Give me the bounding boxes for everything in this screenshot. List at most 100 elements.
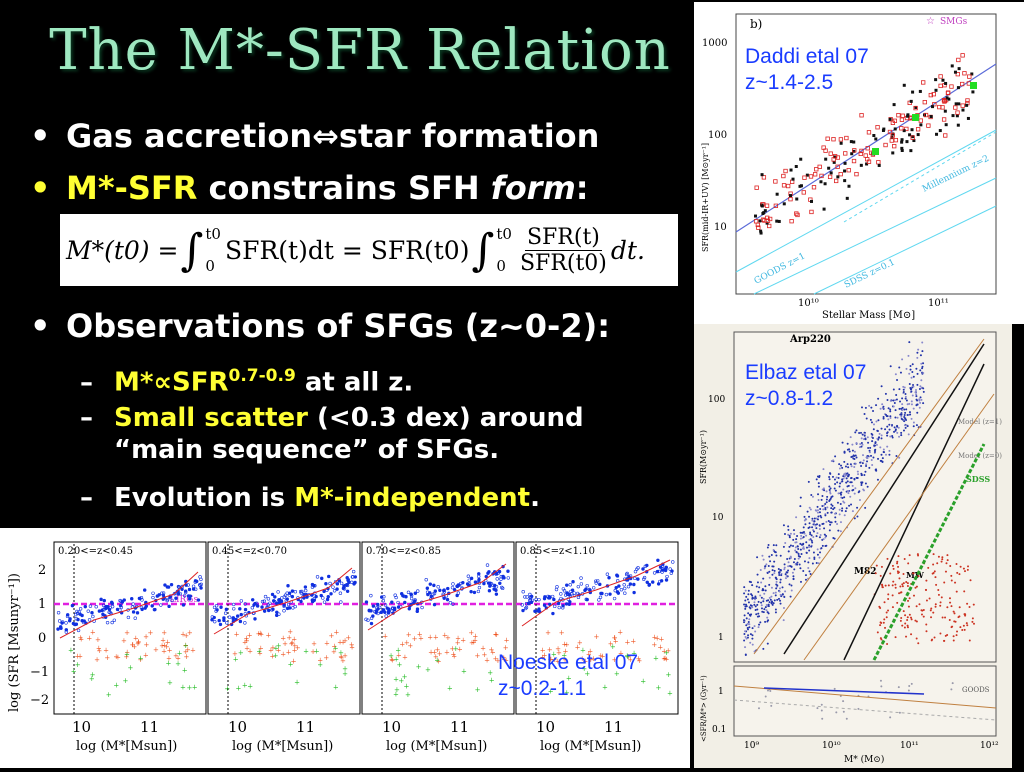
elbaz-point [941,558,944,561]
elbaz-point [901,406,904,409]
elbaz-upper-frame [733,331,997,663]
elbaz-point [802,569,805,572]
noeske-green-point: + [640,678,646,686]
daddi-point [954,102,958,106]
noeske-point [231,602,236,607]
elbaz-point [896,562,899,565]
daddi-point [832,160,836,164]
noeske-point [131,602,135,606]
elbaz-point [904,411,907,414]
noeske-point [645,563,649,568]
elbaz-figure: Arp220 M82 MW Model (z=1) Model (z=0) SD… [694,324,1012,768]
daddi-point [791,177,795,181]
elbaz-point [857,473,860,476]
daddi-point [852,149,856,153]
elbaz-point [773,569,776,572]
noeske-point [270,592,275,597]
noeske-point [576,595,581,600]
elbaz-point [867,446,870,449]
elbaz-point [889,408,892,411]
noeske-point [199,582,203,587]
elbaz-point [819,508,822,511]
elbaz-point [972,622,975,625]
noeske-red-point: + [135,638,141,646]
noeske-point [263,594,268,599]
daddi-point [904,126,909,132]
elbaz-point [869,446,872,449]
daddi-point [754,214,758,218]
daddi-point [950,64,954,68]
noeske-point [131,610,136,614]
elbaz-point [885,453,888,456]
elbaz-point [956,630,959,633]
bullet-gas-accretion: • Gas accretion⇔star formation [30,117,600,155]
daddi-mill-line-2 [843,131,997,223]
daddi-point [765,221,769,225]
elbaz-point [918,398,921,401]
elbaz-point [839,482,842,485]
noeske-point [275,610,279,614]
elbaz-point [787,528,790,531]
elbaz-point [774,551,777,554]
elbaz-point [862,459,865,462]
elbaz-point [863,434,866,437]
elbaz-point [853,517,856,520]
noeske-point [645,580,649,584]
elbaz-point [764,620,767,623]
daddi-point [805,173,809,177]
elbaz-point [962,624,965,627]
elbaz-point [946,554,949,557]
elbaz-point [781,593,784,596]
elbaz-point [813,517,816,520]
daddi-point [932,102,937,107]
noeske-red-point: + [630,637,636,645]
elbaz-point [886,445,889,448]
elbaz-point [845,481,848,484]
noeske-green-point: + [180,684,186,692]
noeske-red-point: + [472,633,478,641]
noeske-point [438,588,442,592]
noeske-red-point: + [431,648,437,656]
elbaz-point [956,571,959,574]
elbaz-point [827,520,830,523]
elbaz-point [897,555,900,558]
elbaz-point [832,508,835,511]
elbaz-point [935,583,938,586]
noeske-red-point: + [166,654,172,662]
elbaz-point [877,436,880,439]
noeske-point [310,582,315,587]
noeske-point [90,611,94,615]
noeske-green-point: + [580,646,586,654]
daddi-point [900,140,904,144]
noeske-red-point: + [180,630,186,638]
elbaz-point [875,420,878,423]
noeske-green-point: + [106,691,112,699]
daddi-point [794,165,798,169]
elbaz-point [772,592,775,595]
noeske-point [400,592,404,596]
elbaz-point [880,459,883,462]
daddi-point [795,212,800,218]
elbaz-point [807,566,810,569]
elbaz-plot: Arp220 M82 MW Model (z=1) Model (z=0) SD… [699,331,1002,765]
noeske-point [266,603,270,607]
elbaz-point [906,624,909,627]
daddi-point [809,209,814,215]
elbaz-point [817,498,820,501]
noeske-point [217,618,221,623]
elbaz-point [901,418,904,421]
elbaz-point [963,590,966,593]
elbaz-point [768,576,771,579]
noeske-green-point: + [242,682,248,690]
elbaz-point [747,621,750,624]
elbaz-point [829,487,832,490]
elbaz-point [900,434,903,437]
elbaz-tag: Arp220 [789,334,831,345]
elbaz-point [872,409,875,412]
elbaz-point [809,531,812,534]
noeske-red-point: + [96,647,102,655]
noeske-ytick: 1 [38,597,46,612]
noeske-red-point: + [612,634,618,642]
noeske-xlabel: log (M*[Msun]) [76,739,177,754]
elbaz-point [861,462,864,465]
